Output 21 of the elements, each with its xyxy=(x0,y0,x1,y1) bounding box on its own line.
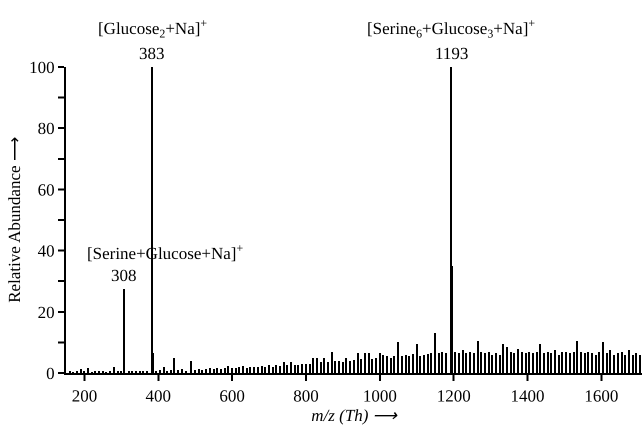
y-tick-label: 20 xyxy=(38,302,55,322)
annotation: [Serine$_{6}$+Glucose$_{3}$+Na]$^{+}$ xyxy=(367,16,536,41)
x-tick-label: 600 xyxy=(219,386,245,406)
annotation: 383 xyxy=(139,44,164,63)
y-tick-label: 100 xyxy=(29,58,55,77)
annotation: [Glucose$_{2}$+Na]$^{+}$ xyxy=(98,16,208,41)
x-tick-label: 1600 xyxy=(584,386,618,406)
y-tick-label: 60 xyxy=(38,180,55,200)
x-axis-title: m/z (Th) ⟶ xyxy=(311,406,398,425)
annotation: 1193 xyxy=(435,44,468,63)
x-tick-label: 400 xyxy=(146,386,172,406)
x-tick-label: 200 xyxy=(72,386,98,406)
y-axis-title: Relative Abundance ⟶ xyxy=(5,137,24,303)
x-tick-label: 1000 xyxy=(362,386,397,406)
x-tick-label: 1200 xyxy=(436,386,471,406)
y-tick-label: 80 xyxy=(38,119,55,138)
y-tick-label: 0 xyxy=(46,364,55,383)
annotation: 308 xyxy=(111,266,136,285)
x-tick-label: 1400 xyxy=(510,386,545,406)
x-tick-label: 800 xyxy=(293,386,319,406)
y-tick-label: 40 xyxy=(38,242,55,261)
